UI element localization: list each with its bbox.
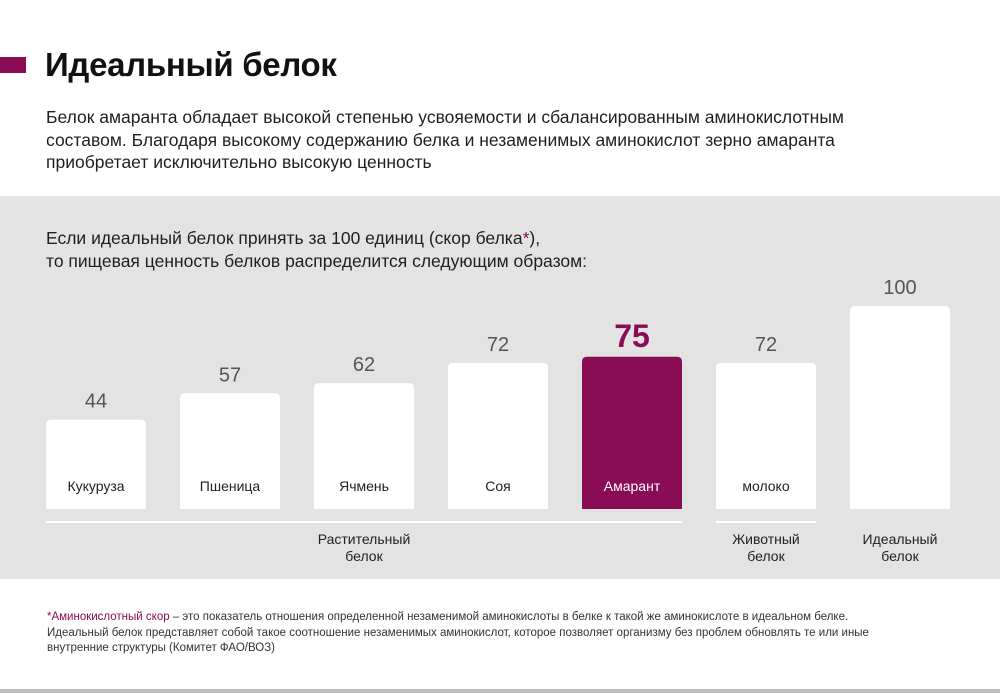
bar-category-label: Ячмень [339,478,389,494]
protein-bar-chart: 44 Кукуруза 57 Пшеница 62 Ячмень 72 Соя 75 Амаран… [46,277,950,564]
group-label: Идеальный [863,531,938,547]
bar-category-label: Соя [485,478,510,494]
bar-value-label: 75 [614,318,650,354]
chart-heading-star: * [522,228,530,248]
bar-value-label: 57 [219,364,241,386]
bar-4 [448,362,548,509]
bottom-rule [0,689,1000,693]
group-label: Растительный [318,531,411,547]
intro-paragraph: Белок амаранта обладает высокой степенью… [46,107,844,172]
title-accent-bar [0,57,26,73]
bar-6 [716,362,816,509]
chart-heading: Если идеальный белок принять за 100 един… [46,227,746,272]
bar-1 [46,419,146,509]
bar-2 [180,393,280,509]
bar-value-label: 72 [487,334,509,356]
bar-category-label: молоко [742,478,789,494]
chart-heading-close: ), [529,228,541,248]
bar-category-label: Пшеница [200,478,261,494]
group-label: белок [747,548,785,564]
bar-category-label: Амарант [604,478,661,494]
bar-5 [582,356,682,509]
footnote: *Аминокислотный скор – это показатель от… [47,610,877,657]
bar-value-label: 62 [353,354,375,376]
chart-heading-line2: то пищевая ценность белков распределится… [46,250,588,271]
bar-7 [850,306,950,509]
footnote-term: *Аминокислотный скор [47,611,170,623]
footnote-text: – это показатель отношения определенной … [47,611,869,654]
bar-value-label: 44 [85,391,107,413]
bar-category-label: Кукуруза [67,478,124,494]
bar-value-label: 72 [755,334,777,356]
group-label: Животный [732,531,800,547]
bar-3 [314,383,414,509]
group-label: белок [345,548,383,564]
group-label: белок [881,548,919,564]
page-title: Идеальный белок [45,46,337,83]
chart-heading-text: Если идеальный белок принять за 100 един… [46,228,523,248]
bar-value-label: 100 [883,277,916,299]
